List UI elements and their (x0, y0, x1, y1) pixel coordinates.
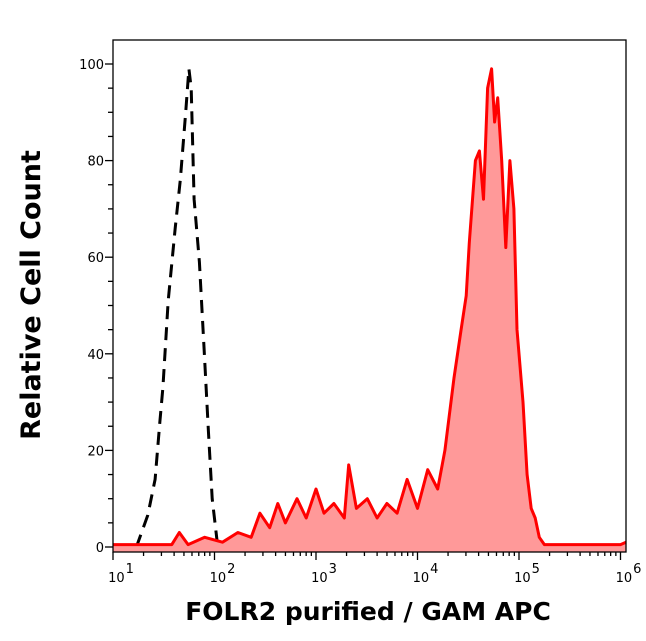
series-fill-area (113, 68, 626, 553)
y-tick-label: 80 (87, 155, 104, 170)
y-tick-label: 20 (87, 444, 104, 459)
x-tick-label: 106 (616, 562, 642, 586)
y-tick-label: 100 (79, 58, 104, 73)
x-tick-label: 102 (210, 562, 236, 586)
x-axis-title: FOLR2 purified / GAM APC (185, 597, 551, 626)
x-tick-exponent: 4 (430, 562, 438, 577)
ticks-layer: 0 20 40 60 80 100 101 102 103 104 105 106 (79, 58, 641, 586)
sample-histogram-line (113, 67, 627, 547)
plot-frame (112, 39, 627, 553)
x-tick-exponent: 5 (532, 562, 540, 577)
x-tick-exponent: 2 (227, 562, 235, 577)
x-tick-label: 104 (413, 562, 439, 586)
y-tick-label: 40 (87, 348, 104, 363)
y-tick-label: 0 (96, 541, 104, 556)
x-tick-label: 105 (514, 562, 540, 586)
x-tick-exponent: 6 (633, 562, 641, 577)
y-tick-label: 60 (87, 251, 104, 266)
x-tick-exponent: 1 (126, 562, 134, 577)
x-tick-exponent: 3 (329, 562, 337, 577)
x-tick-label: 103 (311, 562, 337, 586)
x-tick-label: 101 (108, 562, 134, 586)
y-axis-title: Relative Cell Count (16, 150, 47, 440)
series-layer (113, 67, 627, 553)
